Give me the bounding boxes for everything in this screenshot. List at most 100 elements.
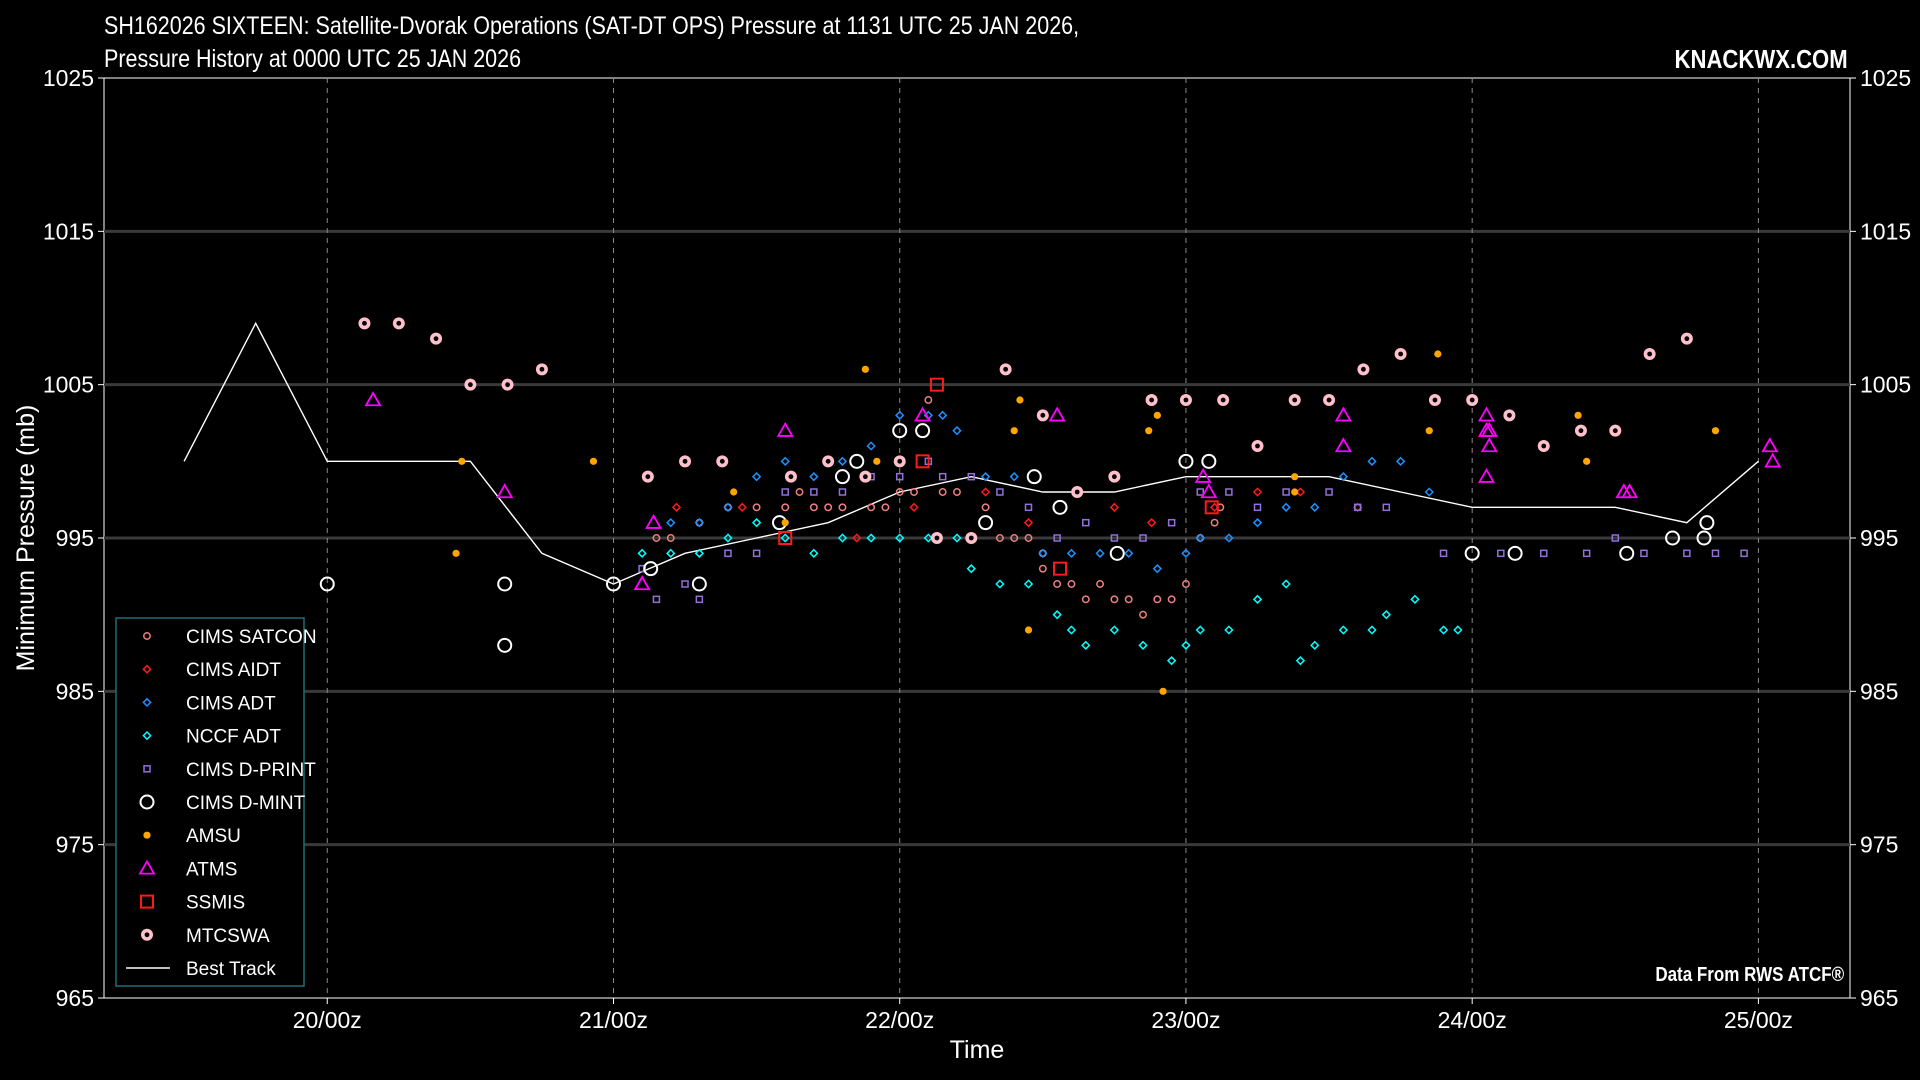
point-mtcswa-inner xyxy=(719,458,725,464)
point-cims-aidt xyxy=(671,502,682,512)
point-cims-adt xyxy=(1338,472,1349,482)
point-cims-satcon xyxy=(1067,580,1076,588)
legend-marker-mtcswa xyxy=(141,928,153,941)
point-cims-satcon xyxy=(995,534,1004,542)
point-mtcswa-inner xyxy=(682,458,688,464)
y-tick-label: 1005 xyxy=(43,372,94,398)
point-mtcswa-inner xyxy=(467,382,473,388)
point-mtcswa-inner xyxy=(1003,366,1009,372)
point-amsu xyxy=(1159,687,1167,695)
point-cims-satcon xyxy=(910,488,918,496)
point-mtcswa-inner xyxy=(1326,397,1332,403)
point-nccf-adt xyxy=(694,548,705,558)
point-nccf-adt xyxy=(1338,625,1349,635)
point-amsu xyxy=(873,457,881,465)
point-amsu xyxy=(1574,411,1582,419)
brand-logo-text: KNACKWX.COM xyxy=(1674,44,1848,74)
legend-marker-mtcswa-inner xyxy=(144,932,150,938)
point-nccf-adt xyxy=(1410,594,1420,604)
point-cims-d-print xyxy=(1353,503,1362,512)
chart-title-line2: Pressure History at 0000 UTC 25 JAN 2026 xyxy=(104,45,522,73)
point-mtcswa xyxy=(1609,424,1622,437)
point-ssmis xyxy=(1204,500,1219,515)
point-mtcswa xyxy=(1643,348,1656,360)
point-cims-satcon xyxy=(1053,580,1062,588)
point-mtcswa xyxy=(930,532,943,544)
point-nccf-adt xyxy=(952,533,962,543)
point-cims-d-print xyxy=(1082,518,1090,527)
x-tick-label: 24/00z xyxy=(1438,1007,1507,1033)
point-atms xyxy=(1200,483,1218,499)
point-mtcswa-inner xyxy=(1040,412,1046,418)
point-mtcswa xyxy=(1574,424,1587,437)
point-amsu xyxy=(1583,457,1591,465)
legend-label-cims-aidt: CIMS AIDT xyxy=(186,660,281,681)
point-nccf-adt xyxy=(837,533,848,543)
point-cims-d-print xyxy=(938,472,947,481)
point-amsu xyxy=(458,457,466,465)
legend-label-ssmis: SSMIS xyxy=(186,893,245,914)
point-cims-satcon xyxy=(1124,595,1133,604)
series-cims-adt xyxy=(666,410,1434,574)
x-tick-label: 22/00z xyxy=(865,1007,934,1033)
point-amsu xyxy=(730,488,738,496)
y-tick-label-right: 1025 xyxy=(1860,65,1911,91)
point-cims-satcon xyxy=(867,503,876,512)
point-cims-d-print xyxy=(996,488,1004,496)
series-mtcswa xyxy=(358,317,1693,544)
point-nccf-adt xyxy=(1066,625,1077,635)
point-cims-adt xyxy=(980,472,991,482)
legend-marker-ssmis xyxy=(140,894,154,909)
point-amsu xyxy=(452,549,460,557)
point-atms xyxy=(1048,406,1066,422)
point-cims-satcon xyxy=(1210,518,1219,527)
point-amsu xyxy=(1291,473,1299,481)
point-cims-aidt xyxy=(909,502,919,512)
point-nccf-adt xyxy=(866,533,876,543)
point-cims-d-print xyxy=(1139,534,1147,542)
point-atms xyxy=(1480,421,1498,437)
point-amsu xyxy=(781,519,789,527)
point-mtcswa xyxy=(430,332,443,345)
point-mtcswa xyxy=(999,363,1012,376)
point-atms xyxy=(914,406,932,422)
point-cims-satcon xyxy=(809,503,818,512)
point-cims-aidt xyxy=(980,487,991,497)
point-amsu xyxy=(1024,626,1033,634)
y-tick-label-right: 975 xyxy=(1860,832,1898,858)
point-cims-satcon xyxy=(824,503,833,512)
point-mtcswa-inner xyxy=(1612,428,1618,434)
point-mtcswa-inner xyxy=(934,535,940,541)
point-cims-d-print xyxy=(1539,549,1548,558)
point-cims-d-mint xyxy=(497,576,513,592)
legend-label-atms: ATMS xyxy=(186,859,237,880)
point-cims-adt xyxy=(1152,564,1162,574)
point-atms xyxy=(1334,406,1352,422)
point-amsu xyxy=(1291,488,1299,496)
legend-marker-atms xyxy=(138,859,156,875)
point-atms xyxy=(364,391,382,407)
point-nccf-adt xyxy=(1295,656,1306,666)
point-cims-adt xyxy=(1281,502,1291,512)
point-cims-adt xyxy=(952,426,962,436)
point-mtcswa xyxy=(464,378,477,391)
point-mtcswa-inner xyxy=(1149,397,1154,403)
point-mtcswa xyxy=(1288,394,1301,406)
point-cims-d-print xyxy=(967,472,976,481)
point-cims-d-print xyxy=(695,595,704,604)
point-cims-adt xyxy=(723,502,733,512)
point-cims-satcon xyxy=(795,488,804,496)
point-cims-adt xyxy=(666,518,676,528)
legend-marker-cims-adt xyxy=(142,697,152,708)
point-cims-adt xyxy=(1124,548,1134,558)
point-cims-d-print xyxy=(681,580,689,588)
point-cims-d-print xyxy=(1683,549,1691,558)
point-cims-d-mint xyxy=(915,423,931,439)
point-cims-d-mint xyxy=(1507,545,1523,561)
point-mtcswa xyxy=(822,455,835,468)
point-cims-satcon xyxy=(1010,534,1019,542)
legend-label-cims-satcon: CIMS SATCON xyxy=(186,627,317,648)
point-mtcswa-inner xyxy=(1684,336,1690,342)
point-ssmis xyxy=(778,531,793,545)
x-tick-label: 21/00z xyxy=(579,1007,648,1033)
